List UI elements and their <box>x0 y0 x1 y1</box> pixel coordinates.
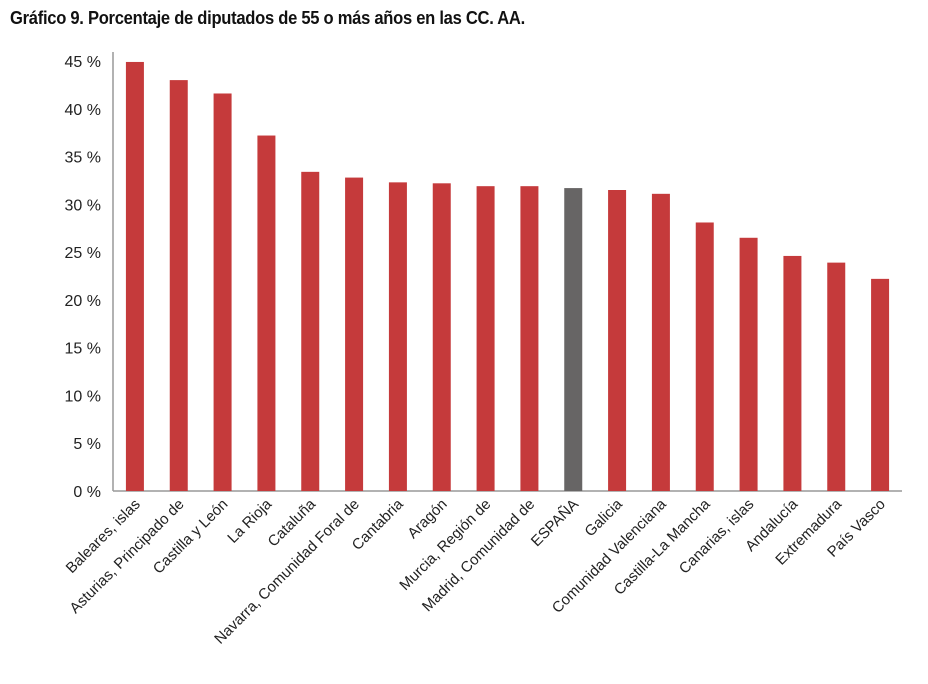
x-category-label: ESPAÑA <box>528 496 582 550</box>
bar-12 <box>651 193 670 492</box>
y-tick-label: 0 % <box>73 484 101 501</box>
chart-title: Gráfico 9. Porcentaje de diputados de 55… <box>10 8 525 28</box>
y-tick-label: 35 % <box>65 150 101 167</box>
bar-4 <box>301 171 320 491</box>
bar-1 <box>169 80 188 491</box>
y-tick-label: 5 % <box>73 436 101 453</box>
bar-13 <box>695 222 714 491</box>
bar-16 <box>827 262 846 491</box>
bar-6 <box>388 182 407 491</box>
bar-2 <box>213 93 232 491</box>
bar-3 <box>257 135 276 492</box>
y-tick-label: 40 % <box>65 102 101 119</box>
y-tick-label: 10 % <box>65 388 101 405</box>
y-tick-label: 20 % <box>65 293 101 310</box>
bar-17 <box>871 278 890 491</box>
x-category-label: Baleares, islas <box>63 496 144 577</box>
bar-5 <box>345 177 364 492</box>
bar-9 <box>520 186 539 491</box>
y-tick-label: 30 % <box>65 197 101 214</box>
bar-14 <box>739 237 758 491</box>
bar-0 <box>125 61 144 491</box>
bar-11 <box>608 190 627 491</box>
y-tick-label: 25 % <box>65 245 101 262</box>
y-tick-label: 45 % <box>65 54 101 71</box>
bar-15 <box>783 255 802 491</box>
y-tick-label: 15 % <box>65 341 101 358</box>
bar-10 <box>564 188 583 492</box>
bar-7 <box>432 183 451 492</box>
bar-8 <box>476 186 495 491</box>
